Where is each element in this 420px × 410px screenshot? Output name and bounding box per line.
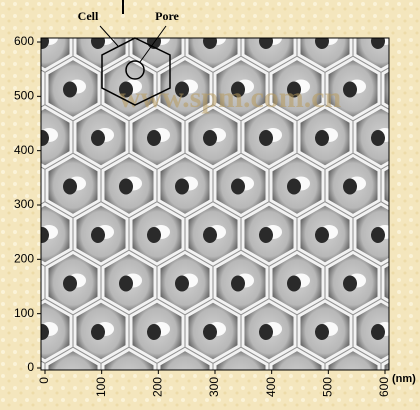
y-tick-label: 500: [14, 89, 34, 103]
y-tick-label: 100: [14, 306, 34, 320]
cell-label: Cell: [78, 9, 99, 23]
x-tick-label: 300: [207, 377, 221, 397]
chart: www.spm.com.cn Cell Pore (nm) 0100200300…: [0, 0, 420, 410]
x-tick-label: 400: [264, 377, 278, 397]
x-tick-label: 200: [151, 377, 165, 397]
x-unit: (nm): [392, 373, 416, 385]
y-tick-label: 200: [14, 252, 34, 266]
x-tick-label: 0: [37, 377, 51, 384]
x-tick-label: 100: [94, 377, 108, 397]
y-tick-label: 600: [14, 34, 34, 48]
pore-label: Pore: [155, 9, 179, 23]
x-tick-label: 600: [377, 377, 391, 397]
y-tick-label: 0: [27, 360, 34, 374]
y-tick-label: 300: [14, 197, 34, 211]
y-tick-label: 400: [14, 143, 34, 157]
x-tick-label: 500: [321, 377, 335, 397]
